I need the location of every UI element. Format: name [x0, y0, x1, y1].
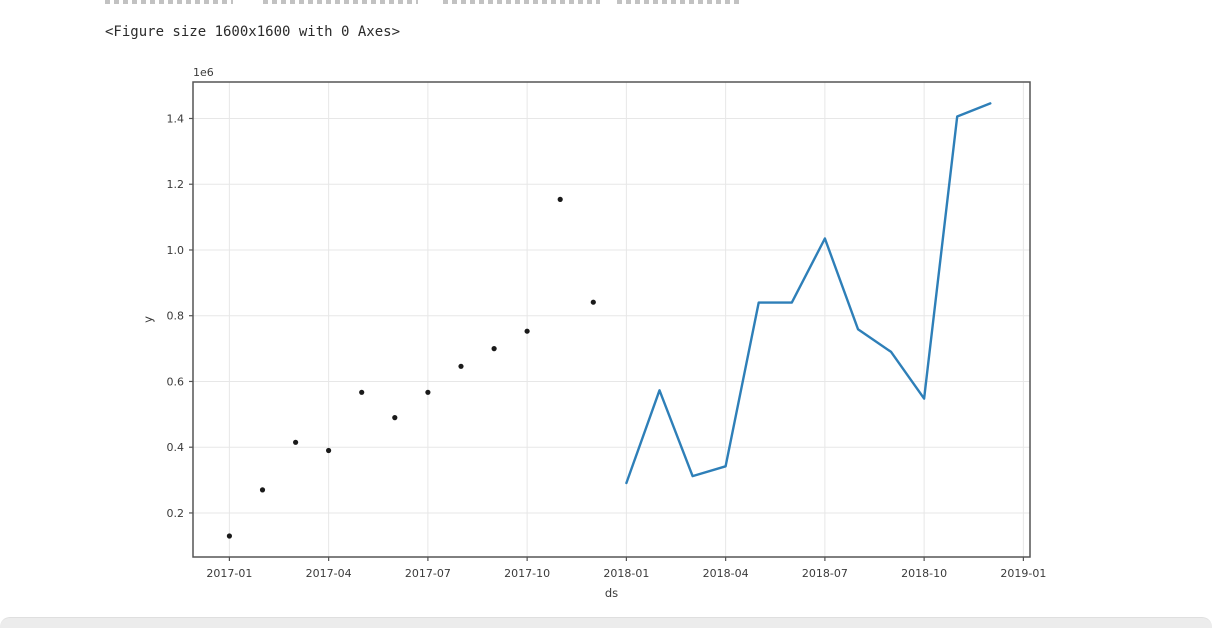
- x-tick-label: 2017-04: [306, 567, 352, 580]
- tick-labels: 2017-01 2017-04 2017-07 2017-10 2018-01 2018-…: [167, 112, 1047, 580]
- tick-marks: [189, 117, 1024, 561]
- scatter-point: [524, 328, 530, 334]
- axes-frame: [192, 81, 1031, 558]
- clipped-text-fragment: [443, 0, 600, 4]
- scatter-point: [425, 389, 431, 395]
- scatter-point: [326, 447, 332, 454]
- x-tick-label: 2017-10: [504, 567, 550, 580]
- x-tick-label: 2018-01: [603, 567, 649, 580]
- y-axis-label: y: [141, 316, 155, 323]
- clipped-output-row: [0, 0, 1212, 6]
- clipped-text-fragment: [263, 0, 418, 4]
- y-tick-label: 0.6: [167, 375, 185, 388]
- grid-lines: [193, 82, 1030, 557]
- scatter-point: [359, 389, 365, 395]
- scatter-point: [392, 415, 398, 421]
- x-tick-label: 2017-07: [405, 567, 451, 580]
- x-axis-label: ds: [605, 586, 618, 600]
- scatter-point: [557, 196, 563, 202]
- clipped-text-fragment: [105, 0, 233, 4]
- x-tick-label: 2018-10: [901, 567, 947, 580]
- clipped-text-fragment: [617, 0, 743, 4]
- y-tick-label: 1.4: [167, 112, 185, 125]
- y-tick-label: 1.2: [167, 178, 185, 191]
- scatter-point: [226, 533, 232, 539]
- x-tick-label: 2018-07: [802, 567, 848, 580]
- y-tick-label: 0.2: [167, 507, 185, 520]
- x-tick-label: 2018-04: [703, 567, 749, 580]
- scatter-point: [491, 346, 497, 352]
- x-tick-label: 2017-01: [206, 567, 252, 580]
- y-axis-multiplier-label: 1e6: [193, 66, 214, 79]
- scatter-point: [259, 487, 266, 493]
- y-tick-label: 0.8: [167, 310, 185, 323]
- y-tick-label: 0.4: [167, 441, 185, 454]
- scatter-point: [590, 299, 596, 305]
- x-tick-label: 2019-01: [1000, 567, 1046, 580]
- forecast-line-series: [625, 102, 992, 485]
- scatter-point: [458, 363, 464, 369]
- y-tick-label: 1.0: [167, 244, 185, 257]
- scatter-series: [226, 196, 596, 539]
- figure-caption-text: <Figure size 1600x1600 with 0 Axes>: [105, 24, 401, 40]
- scatter-point: [293, 439, 299, 445]
- bottom-panel-edge: [0, 617, 1212, 628]
